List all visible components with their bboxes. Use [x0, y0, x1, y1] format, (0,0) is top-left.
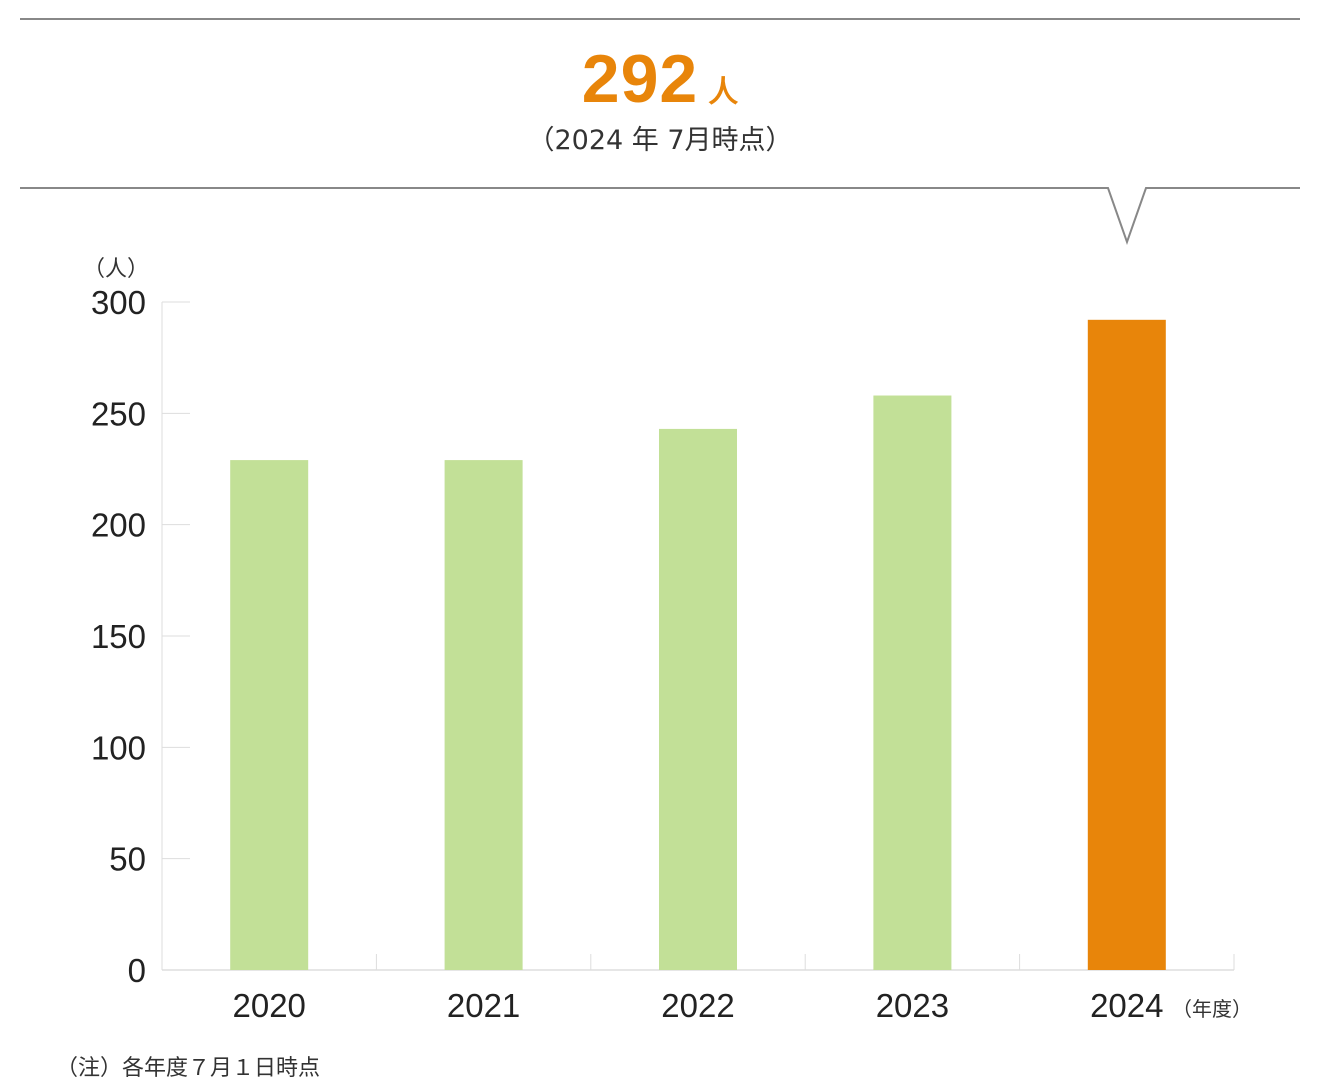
- headline-unit: 人: [708, 75, 739, 110]
- x-tick-label: 2022: [661, 987, 734, 1024]
- bar-2021: [444, 460, 523, 970]
- y-tick-label: 250: [91, 395, 146, 432]
- bars: [230, 319, 1166, 970]
- bar-2022: [659, 428, 737, 970]
- x-tick-label: 2024: [1090, 987, 1163, 1024]
- y-tick-label: 50: [109, 841, 146, 878]
- bar-2024: [1087, 319, 1166, 970]
- bar-2020: [230, 460, 309, 970]
- x-tick-label: 2020: [232, 987, 305, 1024]
- bar-2023: [873, 395, 952, 970]
- footnote: （注）各年度７月１日時点: [56, 1056, 321, 1081]
- y-tick-label: 300: [91, 284, 146, 321]
- y-tick-label: 0: [128, 952, 146, 989]
- y-tick-label: 200: [91, 507, 146, 544]
- x-tick-label: 2023: [876, 987, 949, 1024]
- callout-divider: [20, 187, 1300, 246]
- headline-note: （2024 年 7月時点）: [527, 125, 793, 156]
- x-axis-label: （年度）: [1172, 998, 1252, 1021]
- top-divider: [20, 18, 1300, 20]
- y-tick-label: 100: [91, 729, 146, 766]
- x-axis: 2020 2021 2022 2023 2024: [162, 954, 1235, 1024]
- x-tick-label: 2021: [447, 987, 520, 1024]
- y-tick-label: 150: [91, 618, 146, 655]
- y-axis-label: （人）: [83, 256, 149, 281]
- headline: 292 人: [0, 40, 1320, 118]
- headline-value: 292: [581, 41, 699, 117]
- y-axis: 0 50 100 150 200 250 300: [91, 284, 190, 989]
